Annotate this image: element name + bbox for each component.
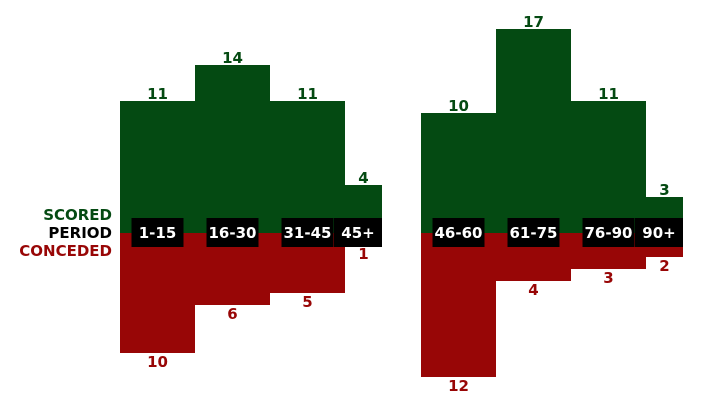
legend-period: PERIOD [48, 224, 112, 242]
conceded-value-1-15: 10 [147, 353, 168, 371]
period-label-bg-61-75 [507, 218, 560, 247]
scored-value-61-75: 17 [523, 13, 544, 31]
period-label-bg-1-15 [131, 218, 184, 247]
conceded-value-76-90: 3 [603, 269, 613, 287]
scored-value-31-45: 11 [297, 85, 318, 103]
legend-conceded: CONCEDED [19, 242, 112, 260]
scored-value-46-60: 10 [448, 97, 469, 115]
period-label-bg-76-90 [582, 218, 635, 247]
period-label-bg-46-60 [432, 218, 485, 247]
conceded-value-16-30: 6 [227, 305, 237, 323]
period-label-bg-16-30 [206, 218, 259, 247]
period-label-45plus: 45+ [341, 224, 374, 242]
period-label-bg-90plus [635, 218, 683, 247]
conceded-value-46-60: 12 [448, 377, 469, 395]
scored-bar-76-90 [571, 101, 646, 233]
conceded-value-31-45: 5 [302, 293, 312, 311]
period-label-76-90: 76-90 [585, 224, 633, 242]
scored-value-76-90: 11 [598, 85, 619, 103]
conceded-bar-1-15 [120, 233, 195, 353]
legend-scored: SCORED [43, 206, 112, 224]
period-label-1-15: 1-15 [139, 224, 177, 242]
scored-value-90plus: 3 [659, 181, 669, 199]
conceded-value-61-75: 4 [528, 281, 538, 299]
scored-bar-16-30 [195, 65, 270, 233]
scored-value-16-30: 14 [222, 49, 243, 67]
scored-bar-61-75 [496, 29, 571, 233]
scored-value-1-15: 11 [147, 85, 168, 103]
period-label-bg-45plus [334, 218, 382, 247]
scored-bar-46-60 [421, 113, 496, 233]
period-label-90plus: 90+ [642, 224, 675, 242]
scored-value-45plus: 4 [358, 169, 368, 187]
scored-bar-31-45 [270, 101, 345, 233]
conceded-value-45plus: 1 [358, 245, 368, 263]
conceded-bar-46-60 [421, 233, 496, 377]
period-label-46-60: 46-60 [435, 224, 483, 242]
period-label-16-30: 16-30 [209, 224, 257, 242]
period-label-bg-31-45 [281, 218, 334, 247]
period-label-61-75: 61-75 [510, 224, 558, 242]
scored-bar-1-15 [120, 101, 195, 233]
conceded-value-90plus: 2 [659, 257, 669, 275]
period-label-31-45: 31-45 [284, 224, 332, 242]
